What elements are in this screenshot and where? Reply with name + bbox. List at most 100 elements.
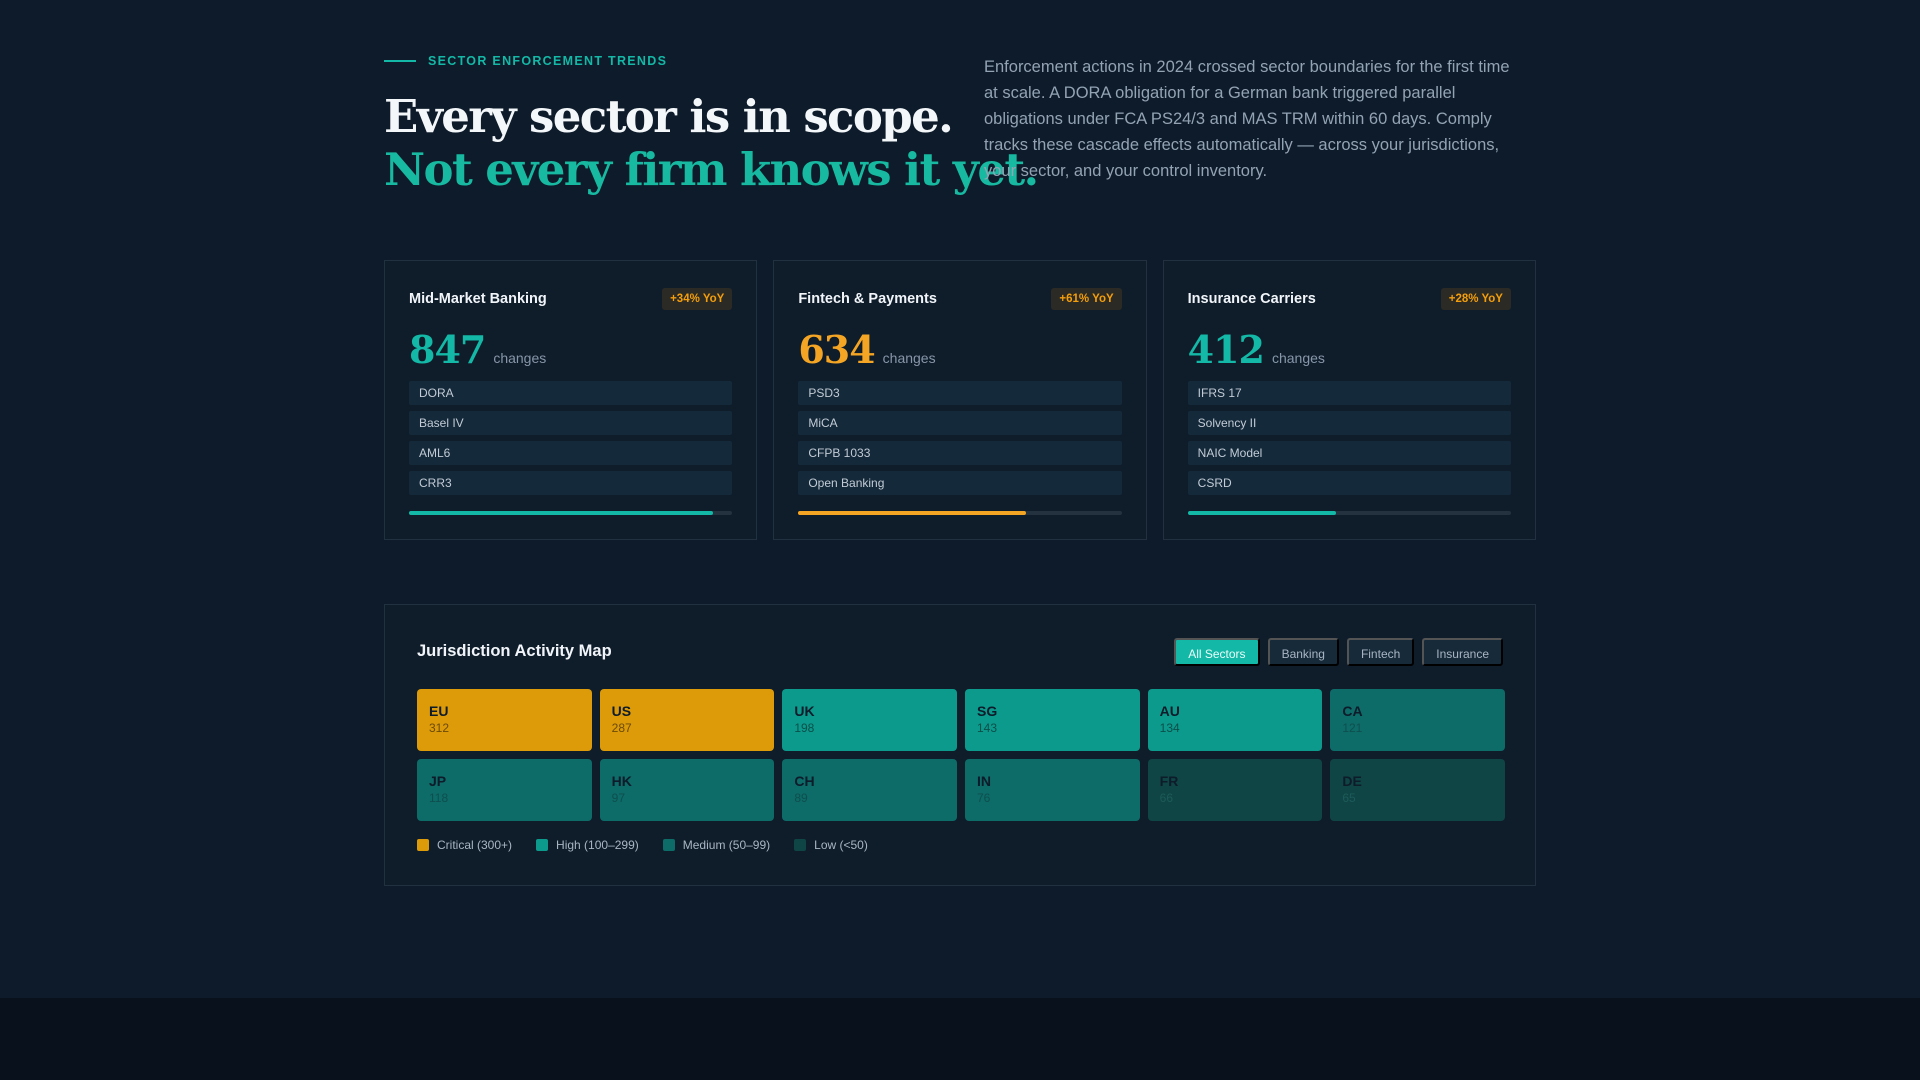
legend-swatch — [417, 839, 429, 851]
change-unit: changes — [1271, 350, 1325, 366]
jurisdiction-count: 134 — [1159, 721, 1180, 735]
jurisdiction-count: 89 — [794, 791, 808, 805]
jurisdiction-code: AU — [1159, 703, 1180, 719]
jurisdiction-count: 312 — [429, 721, 450, 735]
jurisdiction-cell-jp[interactable]: JP 118 — [417, 759, 592, 821]
map-legend: Critical (300+) High (100–299) Medium (50–… — [417, 838, 868, 852]
jurisdiction-cell-hk[interactable]: HK 97 — [599, 759, 775, 821]
jurisdiction-cell-in[interactable]: IN 76 — [965, 759, 1140, 821]
regulation-tags: DORA Basel IV AML6 CRR3 — [409, 381, 733, 495]
legend-label: High (100–299) — [556, 838, 639, 852]
sector-card-insurance: Insurance Carriers +28% YoY 412 changes … — [1162, 260, 1536, 540]
map-title: Jurisdiction Activity Map — [417, 642, 612, 660]
change-count: 412 — [1187, 327, 1265, 372]
headline-line-2: Not every firm knows it yet. — [384, 143, 1039, 196]
regulation-tag: IFRS 17 — [1187, 381, 1511, 405]
legend-label: Medium (50–99) — [682, 838, 771, 852]
card-title: Fintech & Payments — [798, 291, 937, 307]
change-unit: changes — [882, 350, 936, 366]
sector-card-fintech: Fintech & Payments +61% YoY 634 changes … — [773, 260, 1147, 540]
intro-paragraph: Enforcement actions in 2024 crossed sect… — [984, 58, 1510, 180]
regulation-tag: Basel IV — [409, 411, 733, 435]
jurisdiction-cell-uk[interactable]: UK 198 — [782, 689, 957, 751]
jurisdiction-code: JP — [429, 773, 447, 789]
yoy-badge: +61% YoY — [1051, 288, 1122, 310]
regulation-tag: Solvency II — [1187, 411, 1511, 435]
regulation-tag: AML6 — [409, 441, 733, 465]
eyebrow: SECTOR ENFORCEMENT TRENDS — [384, 54, 667, 68]
jurisdiction-count: 65 — [1342, 791, 1356, 805]
yoy-badge: +28% YoY — [1440, 288, 1511, 310]
card-title: Insurance Carriers — [1187, 291, 1316, 307]
regulation-tags: IFRS 17 Solvency II NAIC Model CSRD — [1187, 381, 1511, 495]
legend-swatch — [662, 839, 675, 851]
progress-bar — [409, 511, 733, 515]
jurisdiction-code: IN — [977, 773, 991, 789]
jurisdiction-cell-ch[interactable]: CH 89 — [782, 759, 957, 821]
regulation-tag: NAIC Model — [1187, 441, 1511, 465]
jurisdiction-count: 118 — [429, 791, 449, 805]
legend-label: Critical (300+) — [437, 838, 513, 852]
jurisdiction-count: 121 — [1342, 721, 1363, 735]
jurisdiction-cell-de[interactable]: DE 65 — [1330, 759, 1505, 821]
jurisdiction-count: 97 — [611, 791, 626, 805]
regulation-tags: PSD3 MiCA CFPB 1033 Open Banking — [798, 381, 1122, 495]
legend-item: Low (<50) — [794, 838, 868, 852]
legend-item: Medium (50–99) — [662, 838, 771, 852]
jurisdiction-count: 66 — [1159, 791, 1174, 805]
regulation-tag: MiCA — [798, 411, 1122, 435]
jurisdiction-code: UK — [794, 703, 815, 719]
jurisdiction-code: HK — [611, 773, 632, 789]
sector-cards: Mid-Market Banking +34% YoY 847 changes … — [384, 260, 1536, 540]
eyebrow-text: SECTOR ENFORCEMENT TRENDS — [428, 54, 668, 68]
yoy-badge: +34% YoY — [662, 288, 733, 310]
jurisdiction-code: CA — [1342, 703, 1363, 719]
progress-fill — [409, 511, 713, 515]
change-count: 634 — [798, 327, 875, 372]
jurisdiction-count: 143 — [977, 721, 998, 735]
jurisdiction-cell-us[interactable]: US 287 — [599, 689, 775, 751]
change-count: 847 — [409, 327, 486, 372]
jurisdiction-map-panel: Jurisdiction Activity Map All Sectors Ba… — [384, 604, 1536, 886]
jurisdiction-count: 76 — [977, 791, 991, 805]
jurisdiction-cell-ca[interactable]: CA 121 — [1330, 689, 1505, 751]
filter-banking[interactable]: Banking — [1267, 638, 1339, 666]
regulation-tag: CRR3 — [409, 471, 733, 495]
progress-fill — [798, 511, 1027, 515]
legend-item: Critical (300+) — [417, 838, 512, 852]
progress-bar — [798, 511, 1122, 515]
filter-fintech[interactable]: Fintech — [1346, 638, 1415, 666]
jurisdiction-code: DE — [1342, 773, 1362, 789]
progress-bar — [1187, 511, 1511, 515]
jurisdiction-grid: EU 312 US 287 UK 198 SG 143 AU 134 CA 121 JP 118 HK 97 C… — [417, 689, 1505, 821]
jurisdiction-cell-fr[interactable]: FR 66 — [1147, 759, 1323, 821]
jurisdiction-code: CH — [794, 773, 815, 789]
jurisdiction-code: US — [611, 703, 632, 719]
footer-band — [0, 998, 1920, 1080]
sector-filters: All Sectors Banking Fintech Insurance — [1174, 638, 1503, 666]
regulation-tag: Open Banking — [798, 471, 1122, 495]
legend-label: Low (<50) — [814, 838, 868, 852]
headline: Every sector is in scope. Not every firm… — [384, 90, 1039, 196]
hero-section: SECTOR ENFORCEMENT TRENDS Every sector i… — [384, 52, 1536, 212]
card-title: Mid-Market Banking — [409, 291, 547, 307]
progress-fill — [1187, 511, 1337, 515]
regulation-tag: PSD3 — [798, 381, 1122, 405]
regulation-tag: CFPB 1033 — [798, 441, 1122, 465]
filter-insurance[interactable]: Insurance — [1422, 638, 1503, 666]
eyebrow-line — [384, 60, 416, 62]
jurisdiction-cell-au[interactable]: AU 134 — [1147, 689, 1323, 751]
jurisdiction-code: SG — [977, 703, 998, 719]
headline-line-1: Every sector is in scope. — [384, 90, 954, 143]
sector-card-banking: Mid-Market Banking +34% YoY 847 changes … — [384, 260, 758, 540]
jurisdiction-count: 287 — [611, 721, 632, 735]
jurisdiction-cell-eu[interactable]: EU 312 — [417, 689, 592, 751]
change-unit: changes — [493, 350, 547, 366]
legend-swatch — [794, 839, 807, 851]
regulation-tag: DORA — [409, 381, 733, 405]
filter-all-sectors[interactable]: All Sectors — [1174, 638, 1260, 666]
legend-swatch — [536, 839, 549, 851]
jurisdiction-cell-sg[interactable]: SG 143 — [965, 689, 1140, 751]
legend-item: High (100–299) — [536, 838, 639, 852]
